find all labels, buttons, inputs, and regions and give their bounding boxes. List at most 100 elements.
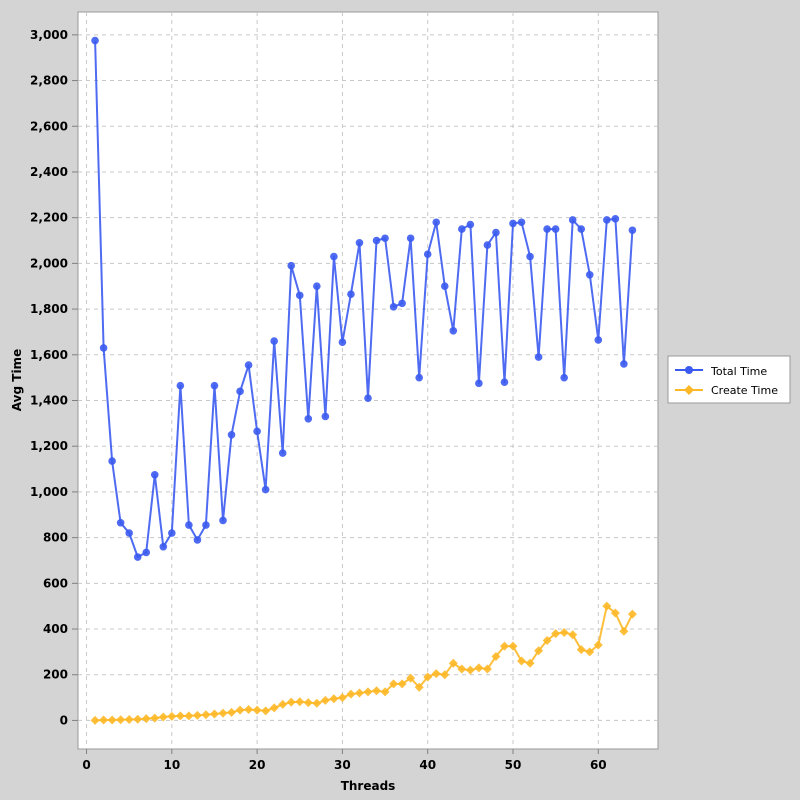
create-time-point — [431, 669, 441, 679]
total-time-point — [364, 394, 372, 403]
create-time-point — [295, 697, 305, 707]
create-time-point — [235, 705, 245, 715]
create-time-point — [627, 609, 637, 619]
create-time-point — [133, 714, 143, 724]
create-time-point — [482, 664, 492, 674]
total-time-point — [560, 373, 568, 382]
create-time-point — [167, 711, 177, 721]
create-time-point — [389, 679, 399, 689]
create-time-point — [201, 710, 211, 720]
total-time-point — [313, 282, 321, 291]
total-time-point — [432, 218, 441, 227]
total-time-point — [168, 529, 176, 537]
create-time-point — [525, 658, 535, 668]
total-time-point — [236, 387, 244, 396]
create-time-point — [610, 608, 620, 618]
total-time-point — [261, 485, 270, 494]
create-time-point — [99, 715, 109, 725]
total-time-point — [176, 381, 185, 390]
create-time-point — [175, 711, 185, 721]
y-tick-label: 800 — [43, 531, 68, 545]
total-time-point — [517, 218, 526, 227]
total-time-point — [500, 378, 509, 387]
total-time-point — [492, 228, 500, 237]
total-time-point — [99, 344, 108, 352]
create-time-point — [261, 706, 271, 716]
create-time-point — [192, 710, 202, 720]
create-time-point — [602, 601, 612, 611]
create-time-point — [619, 626, 629, 636]
create-time-point — [542, 635, 552, 645]
total-time-point — [91, 36, 99, 45]
axes: 02004006008001,0001,2001,4001,6001,8002,… — [30, 28, 607, 772]
y-tick-label: 600 — [43, 576, 68, 590]
x-tick-label: 10 — [163, 758, 180, 772]
total-time-point — [125, 529, 133, 537]
create-time-point — [218, 708, 228, 718]
total-time-point — [389, 303, 398, 311]
total-time-point — [304, 414, 313, 423]
y-tick-label: 2,200 — [30, 211, 68, 225]
y-tick-label: 200 — [43, 668, 68, 682]
create-time-point — [363, 687, 373, 697]
total-time-point — [159, 542, 168, 551]
total-time-point — [321, 412, 330, 421]
total-time-point — [338, 338, 347, 347]
total-time-point — [398, 299, 406, 308]
create-time-point — [372, 686, 382, 696]
create-time-point — [568, 630, 578, 640]
legend-create-label: Create Time — [711, 384, 778, 397]
create-time-point — [551, 629, 561, 639]
create-time-point — [585, 647, 595, 657]
total-time-point — [628, 226, 637, 235]
create-time-point — [499, 641, 509, 651]
legend: Total Time Create Time — [667, 355, 791, 404]
total-time-point — [133, 553, 142, 561]
create-time-point — [457, 664, 467, 674]
y-axis-label: Avg Time — [10, 349, 24, 411]
create-time-point — [107, 715, 117, 725]
total-time-point — [509, 219, 517, 228]
create-time-point — [303, 698, 313, 708]
total-time-point — [227, 430, 236, 439]
total-time-point — [534, 353, 543, 361]
create-time-point — [329, 694, 339, 704]
create-time-point — [474, 663, 484, 673]
create-time-point — [397, 679, 407, 689]
total-time-point — [278, 449, 287, 457]
grid-lines — [78, 12, 658, 749]
legend-create-marker — [684, 385, 694, 395]
x-tick-label: 30 — [334, 758, 351, 772]
total-time-point — [568, 216, 577, 224]
create-time-point — [414, 682, 424, 692]
create-time-point — [337, 693, 347, 703]
total-time-point — [116, 518, 125, 527]
y-tick-label: 1,800 — [30, 302, 68, 316]
y-tick-label: 0 — [60, 713, 68, 727]
create-time-point — [406, 673, 416, 683]
total-time-point — [551, 225, 560, 233]
create-time-point — [278, 699, 288, 709]
total-time-point — [603, 216, 611, 224]
total-time-point — [415, 373, 423, 382]
x-tick-label: 40 — [419, 758, 436, 772]
y-tick-label: 1,200 — [30, 439, 68, 453]
total-time-point — [185, 521, 193, 529]
create-time-point — [346, 689, 356, 699]
y-tick-label: 400 — [43, 622, 68, 636]
y-tick-label: 2,000 — [30, 256, 68, 270]
create-time-point — [227, 707, 237, 717]
total-time-point — [150, 470, 159, 479]
total-time-point — [108, 457, 116, 465]
y-tick-label: 2,600 — [30, 119, 68, 133]
total-time-point — [611, 215, 620, 223]
create-time-point — [354, 688, 364, 698]
create-time-point — [465, 665, 475, 675]
create-time-point — [124, 715, 134, 725]
legend-total-label: Total Time — [710, 365, 767, 378]
legend-box — [667, 355, 791, 404]
x-tick-label: 0 — [82, 758, 90, 772]
total-time-point — [372, 236, 381, 245]
create-time-point — [90, 715, 100, 725]
total-time-point — [347, 290, 355, 299]
